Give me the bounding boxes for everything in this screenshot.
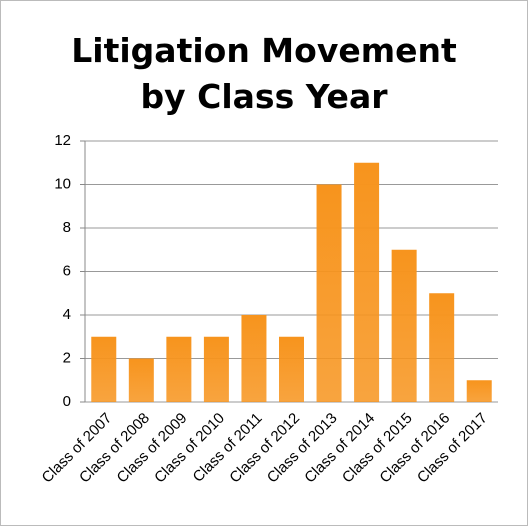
bar — [466, 380, 492, 402]
y-tick-label: 4 — [63, 306, 71, 323]
y-tick-label: 0 — [63, 393, 71, 410]
bar — [128, 358, 154, 402]
y-tick-label: 10 — [54, 175, 71, 192]
y-tick-label: 12 — [54, 132, 71, 149]
bar — [203, 336, 229, 402]
chart-title: Litigation Movement by Class Year — [71, 31, 457, 116]
bar — [316, 184, 342, 402]
y-tick-label: 8 — [63, 219, 71, 236]
bar — [166, 336, 192, 402]
bar — [279, 336, 304, 402]
bar — [391, 249, 417, 402]
y-tick-label: 2 — [63, 349, 71, 366]
bar — [354, 162, 380, 402]
bar — [91, 336, 117, 402]
y-tick-label: 6 — [63, 262, 71, 279]
bar — [429, 293, 455, 402]
bar — [241, 315, 267, 402]
